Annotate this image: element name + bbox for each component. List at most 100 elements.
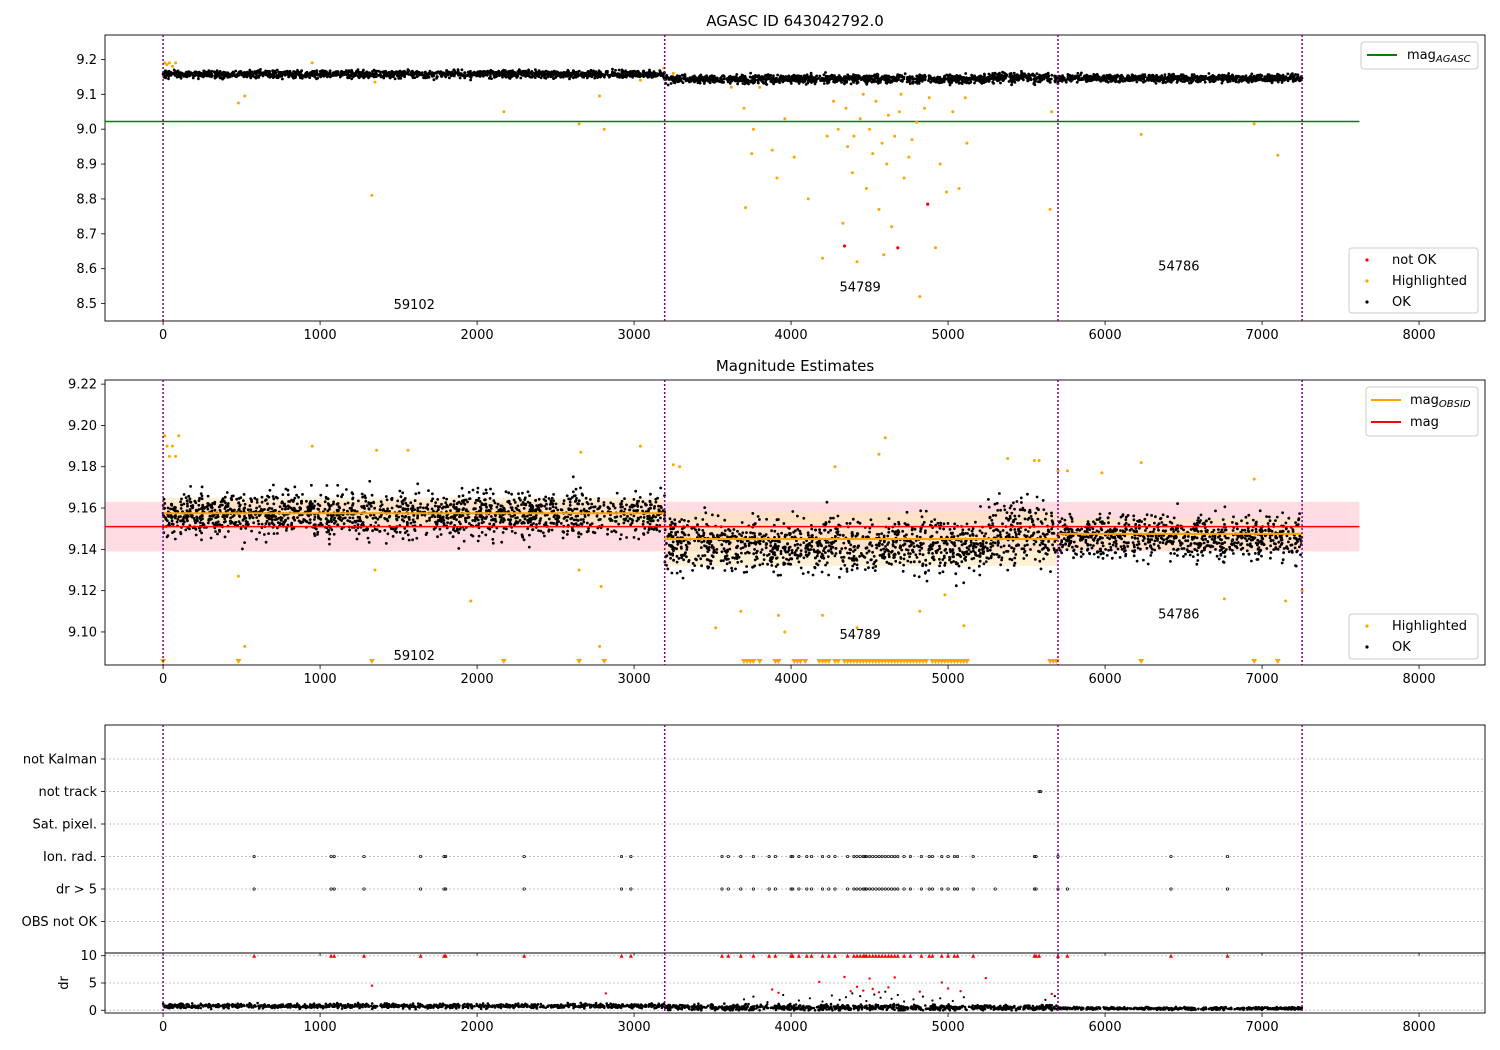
ok-point bbox=[494, 514, 497, 518]
ok-point bbox=[1098, 78, 1101, 82]
ok-point bbox=[409, 521, 413, 525]
ok-point bbox=[1216, 74, 1220, 78]
ok-point bbox=[756, 78, 760, 82]
ok-point bbox=[298, 73, 302, 76]
highlighted-point bbox=[927, 96, 931, 100]
ok-point bbox=[276, 532, 279, 535]
ok-point bbox=[425, 531, 429, 535]
ok-point bbox=[733, 77, 737, 80]
ok-point bbox=[173, 70, 177, 74]
ok-point bbox=[358, 516, 362, 519]
ok-point bbox=[424, 72, 427, 76]
ok-point bbox=[170, 519, 174, 523]
highlighted-point bbox=[783, 117, 787, 121]
ok-point bbox=[375, 72, 378, 76]
ok-point bbox=[346, 76, 349, 80]
ok-point bbox=[1086, 76, 1090, 79]
ok-point bbox=[313, 518, 316, 521]
ok-point bbox=[270, 514, 274, 517]
ok-point bbox=[201, 503, 205, 507]
ok-point bbox=[614, 68, 617, 72]
ok-point bbox=[622, 73, 625, 76]
x-tick-label: 1000 bbox=[304, 328, 337, 343]
highlighted-point bbox=[236, 101, 240, 105]
ok-point bbox=[469, 69, 472, 73]
ok-point bbox=[235, 497, 239, 501]
ok-point bbox=[1245, 76, 1248, 80]
highlighted-point bbox=[1037, 459, 1041, 462]
highlighted-point bbox=[671, 463, 675, 467]
ok-point bbox=[336, 483, 340, 487]
ok-point bbox=[180, 497, 183, 501]
ok-point bbox=[749, 76, 753, 79]
ok-point bbox=[384, 70, 388, 73]
ok-point bbox=[924, 75, 927, 79]
ok-point bbox=[1291, 74, 1295, 77]
ok-point bbox=[413, 499, 417, 502]
ok-point bbox=[956, 77, 960, 80]
ok-point bbox=[242, 499, 245, 502]
highlighted-point bbox=[744, 206, 747, 210]
ok-point bbox=[323, 500, 327, 504]
not-ok-point bbox=[842, 244, 847, 248]
highlighted-point bbox=[874, 99, 878, 103]
ok-point bbox=[1163, 73, 1167, 77]
ok-point bbox=[1013, 77, 1017, 81]
ok-point bbox=[900, 75, 904, 79]
ok-point bbox=[475, 498, 478, 502]
ok-point bbox=[1080, 78, 1084, 81]
ok-point bbox=[436, 498, 440, 501]
ok-point bbox=[236, 72, 240, 75]
ok-point bbox=[574, 71, 578, 74]
ok-point bbox=[554, 75, 558, 79]
ok-point bbox=[708, 77, 712, 80]
ok-point bbox=[268, 488, 272, 492]
highlighted-point bbox=[825, 134, 829, 138]
ok-point bbox=[787, 75, 791, 79]
ok-point bbox=[271, 75, 275, 78]
ok-point bbox=[969, 80, 973, 84]
highlighted-point bbox=[821, 613, 824, 617]
ok-point bbox=[299, 507, 302, 511]
ok-point bbox=[252, 521, 256, 525]
ok-point bbox=[215, 69, 219, 72]
ok-point bbox=[200, 485, 204, 489]
ok-point bbox=[562, 499, 566, 502]
ok-point bbox=[253, 71, 257, 75]
ok-point bbox=[294, 75, 298, 79]
ok-point bbox=[624, 69, 628, 73]
ok-point bbox=[209, 72, 213, 76]
ok-point bbox=[991, 72, 995, 75]
ok-point bbox=[547, 529, 551, 533]
ok-point bbox=[548, 507, 552, 511]
ok-point bbox=[370, 493, 374, 497]
ok-point bbox=[216, 74, 220, 78]
ok-point bbox=[539, 76, 543, 80]
ok-point bbox=[1206, 77, 1209, 80]
ok-point bbox=[218, 505, 222, 508]
ok-point bbox=[1041, 75, 1045, 79]
ok-point bbox=[521, 72, 525, 76]
ok-point bbox=[526, 527, 530, 530]
ok-point bbox=[1027, 73, 1031, 77]
ok-point bbox=[602, 501, 606, 504]
ok-point bbox=[315, 71, 319, 75]
ok-point bbox=[917, 79, 921, 83]
ok-point bbox=[689, 79, 693, 83]
ok-point bbox=[463, 71, 467, 75]
ok-point bbox=[652, 514, 655, 517]
ok-point bbox=[603, 514, 606, 518]
ok-point bbox=[669, 82, 673, 85]
ok-point bbox=[1259, 76, 1263, 79]
highlighted-point bbox=[598, 644, 601, 648]
ok-point bbox=[630, 521, 634, 525]
ok-point bbox=[604, 70, 608, 73]
ok-point bbox=[991, 80, 995, 84]
ok-point bbox=[372, 501, 376, 505]
ok-point bbox=[565, 494, 569, 498]
ok-point bbox=[484, 488, 488, 492]
ok-point bbox=[1005, 73, 1009, 77]
ok-point bbox=[544, 76, 548, 80]
ok-point bbox=[357, 70, 361, 74]
ok-point bbox=[504, 73, 508, 76]
